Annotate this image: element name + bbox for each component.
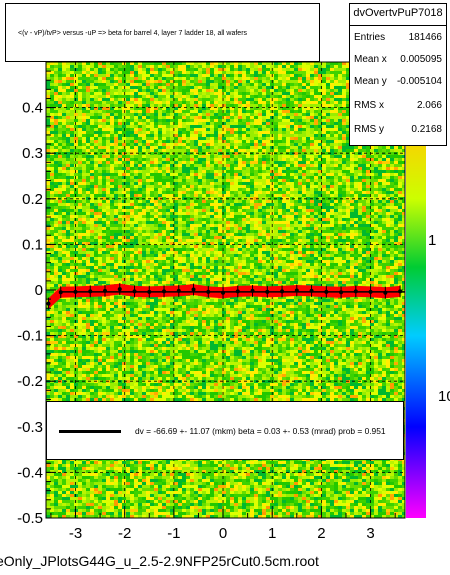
y-tick-label: 0 xyxy=(35,282,43,299)
x-tick-label: -3 xyxy=(69,525,82,542)
colorbar xyxy=(406,62,426,518)
stats-row-mean-x: Mean x 0.005095 xyxy=(354,54,442,70)
stats-value: 0.2168 xyxy=(411,124,442,135)
x-tick-label: 3 xyxy=(366,525,374,542)
stats-value: 181466 xyxy=(408,32,442,43)
colorbar-label-10: 10 xyxy=(438,388,450,405)
colorbar-label-1: 1 xyxy=(428,232,437,249)
y-tick-label: -0.1 xyxy=(17,328,43,345)
stats-row-entries: Entries 181466 xyxy=(354,32,442,48)
legend-line-sample xyxy=(59,430,121,433)
x-axis-ticks: -3 -2 -1 0 1 2 3 xyxy=(50,509,396,542)
stats-label: Mean x xyxy=(354,54,387,65)
stats-row-mean-y: Mean y -0.005104 xyxy=(354,76,442,92)
y-tick-label: -0.4 xyxy=(17,464,43,481)
fit-legend-box: dv = -66.69 +- 11.07 (mkm) beta = 0.03 +… xyxy=(46,401,404,460)
stats-row-rms-x: RMS x 2.066 xyxy=(354,100,442,116)
stats-row-rms-y: RMS y 0.2168 xyxy=(354,124,442,140)
stats-value: 2.066 xyxy=(416,100,442,111)
y-tick-label: -0.3 xyxy=(17,419,43,436)
x-tick-label: 0 xyxy=(219,525,227,542)
y-axis-ticks: -0.5 -0.4 -0.3 -0.2 -0.1 0 0.1 0.2 0.3 0.4 xyxy=(17,70,56,527)
x-tick-label: 1 xyxy=(268,525,276,542)
stats-label: RMS y xyxy=(354,124,384,135)
file-name: eOnly_JPlotsG44G_u_2.5-2.9NFP25rCut0.5cm… xyxy=(0,553,319,569)
stats-value: 0.005095 xyxy=(400,54,442,65)
profile-point xyxy=(117,287,122,292)
x-tick-label: -1 xyxy=(167,525,180,542)
stats-label: Mean y xyxy=(354,76,387,87)
y-tick-label: 0.3 xyxy=(22,145,43,162)
stats-name: dvOvertvPuP7018 xyxy=(353,7,443,19)
x-tick-label: 2 xyxy=(317,525,325,542)
stats-value: -0.005104 xyxy=(396,76,442,87)
y-tick-label: -0.2 xyxy=(17,373,43,390)
title-box: <(v - vP)/tvP> versus -uP => beta for ba… xyxy=(5,3,320,62)
fit-legend-text: dv = -66.69 +- 11.07 (mkm) beta = 0.03 +… xyxy=(135,426,386,436)
stats-label: Entries xyxy=(354,32,386,43)
profile-point xyxy=(46,301,51,306)
y-tick-label: 0.4 xyxy=(22,100,43,117)
profile-point xyxy=(191,287,196,292)
stats-box: dvOvertvPuP7018 Entries 181466 Mean x 0.… xyxy=(349,3,447,146)
y-tick-label: -0.5 xyxy=(17,510,43,527)
y-tick-label: 0.2 xyxy=(22,191,43,208)
stats-label: RMS x xyxy=(354,100,384,111)
y-tick-label: 0.1 xyxy=(22,236,43,253)
stats-separator xyxy=(350,25,446,26)
chart-title: <(v - vP)/tvP> versus -uP => beta for ba… xyxy=(18,30,248,37)
x-tick-label: -2 xyxy=(118,525,131,542)
